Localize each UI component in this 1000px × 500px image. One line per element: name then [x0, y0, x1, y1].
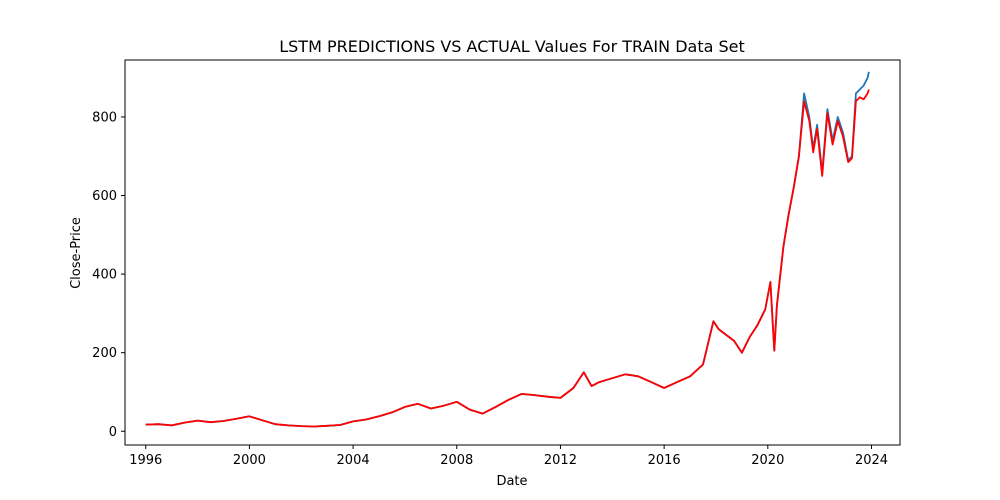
y-tick-label: 400 [92, 268, 117, 283]
x-tick-label: 2020 [751, 453, 784, 468]
y-axis: 0 200 400 600 800 [92, 110, 125, 440]
series-line-2 [145, 89, 870, 428]
x-tick-label: 2004 [337, 453, 370, 468]
x-axis-label: Date [496, 474, 527, 489]
plot-frame [124, 59, 901, 446]
y-axis-label: Close-Price [69, 217, 84, 289]
x-axis: 1996 2000 2004 2008 2012 2016 2020 2024 [129, 445, 888, 468]
x-tick-label: 2024 [855, 453, 888, 468]
series-layer [145, 71, 870, 428]
x-tick-label: 2016 [648, 453, 681, 468]
x-tick-label: 2012 [544, 453, 577, 468]
x-tick-label: 2000 [233, 453, 266, 468]
y-tick-label: 800 [92, 110, 117, 125]
x-tick-label: 1996 [129, 453, 162, 468]
y-tick-label: 200 [92, 346, 117, 361]
chart-title: LSTM PREDICTIONS VS ACTUAL Values For TR… [279, 37, 745, 56]
y-tick-label: 600 [92, 189, 117, 204]
y-tick-label: 0 [109, 425, 117, 440]
x-tick-label: 2008 [440, 453, 473, 468]
